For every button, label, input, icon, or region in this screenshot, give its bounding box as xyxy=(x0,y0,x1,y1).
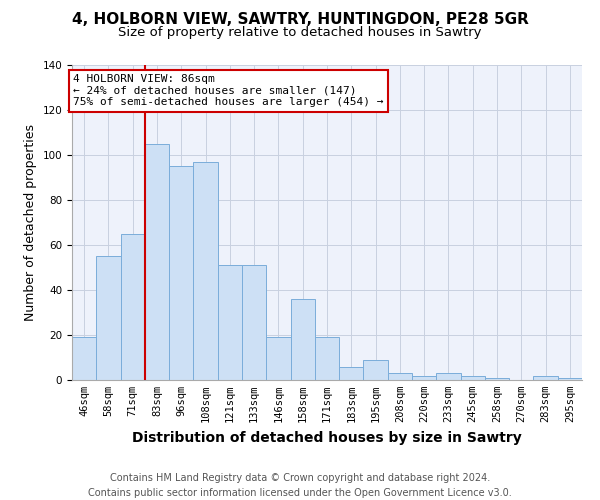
Bar xyxy=(533,376,558,380)
Bar xyxy=(266,337,290,380)
Bar xyxy=(558,378,582,380)
X-axis label: Distribution of detached houses by size in Sawtry: Distribution of detached houses by size … xyxy=(132,430,522,444)
Bar xyxy=(72,337,96,380)
Text: 4 HOLBORN VIEW: 86sqm
← 24% of detached houses are smaller (147)
75% of semi-det: 4 HOLBORN VIEW: 86sqm ← 24% of detached … xyxy=(73,74,384,107)
Bar xyxy=(145,144,169,380)
Bar xyxy=(388,373,412,380)
Bar xyxy=(121,234,145,380)
Bar xyxy=(242,265,266,380)
Bar xyxy=(485,378,509,380)
Bar xyxy=(193,162,218,380)
Bar xyxy=(436,373,461,380)
Text: 4, HOLBORN VIEW, SAWTRY, HUNTINGDON, PE28 5GR: 4, HOLBORN VIEW, SAWTRY, HUNTINGDON, PE2… xyxy=(71,12,529,28)
Bar xyxy=(339,366,364,380)
Text: Size of property relative to detached houses in Sawtry: Size of property relative to detached ho… xyxy=(118,26,482,39)
Bar xyxy=(412,376,436,380)
Bar xyxy=(96,256,121,380)
Bar xyxy=(290,299,315,380)
Text: Contains HM Land Registry data © Crown copyright and database right 2024.
Contai: Contains HM Land Registry data © Crown c… xyxy=(88,472,512,498)
Bar xyxy=(169,166,193,380)
Y-axis label: Number of detached properties: Number of detached properties xyxy=(24,124,37,321)
Bar xyxy=(364,360,388,380)
Bar xyxy=(218,265,242,380)
Bar xyxy=(315,337,339,380)
Bar xyxy=(461,376,485,380)
